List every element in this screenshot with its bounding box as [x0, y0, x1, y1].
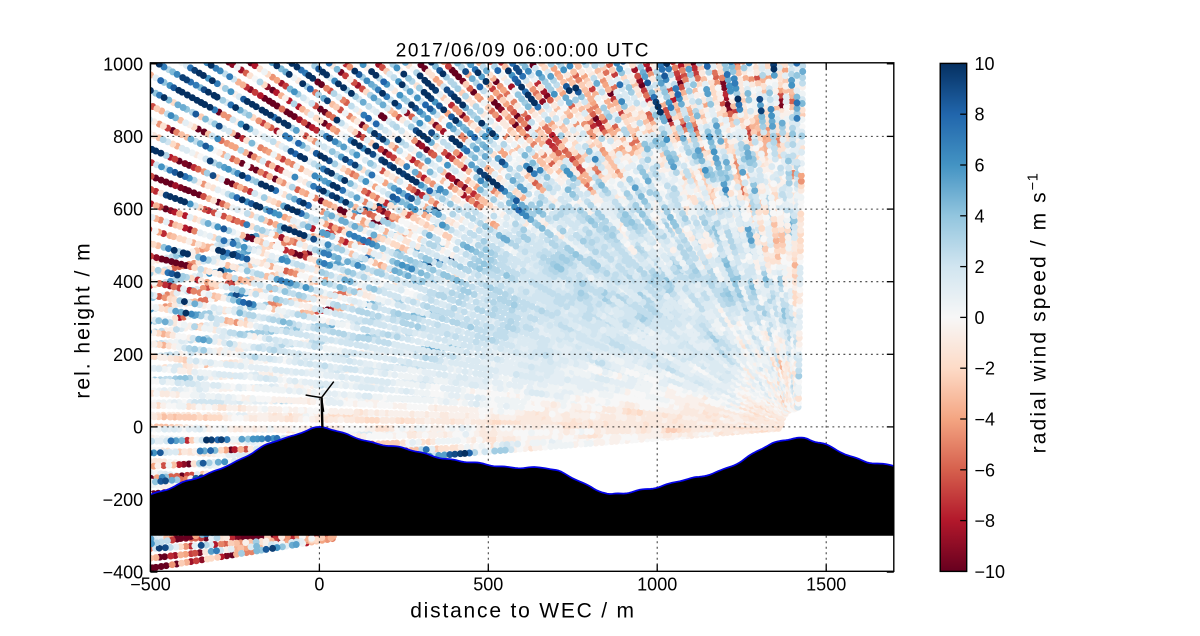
svg-text:radial wind speed / m s−1: radial wind speed / m s−1: [1026, 173, 1051, 454]
svg-text:8: 8: [975, 105, 985, 125]
svg-text:500: 500: [473, 575, 503, 595]
svg-text:2017/06/09 06:00:00 UTC: 2017/06/09 06:00:00 UTC: [396, 41, 650, 62]
svg-text:4: 4: [975, 206, 985, 226]
svg-text:−8: −8: [975, 511, 996, 531]
svg-text:−2: −2: [975, 359, 996, 379]
svg-text:10: 10: [975, 54, 995, 74]
svg-text:−500: −500: [130, 575, 171, 595]
svg-text:600: 600: [113, 200, 143, 220]
svg-text:1000: 1000: [637, 575, 677, 595]
svg-text:6: 6: [975, 155, 985, 175]
svg-text:0: 0: [133, 417, 143, 437]
svg-text:−10: −10: [975, 562, 1006, 582]
svg-text:400: 400: [113, 272, 143, 292]
svg-text:distance to WEC / m: distance to WEC / m: [410, 599, 636, 622]
svg-text:200: 200: [113, 345, 143, 365]
svg-text:2: 2: [975, 257, 985, 277]
svg-text:−200: −200: [103, 490, 144, 510]
svg-text:−400: −400: [103, 563, 144, 583]
svg-text:−6: −6: [975, 460, 996, 480]
svg-text:1500: 1500: [806, 575, 846, 595]
svg-text:rel. height / m: rel. height / m: [72, 241, 95, 398]
svg-text:−4: −4: [975, 409, 996, 429]
svg-text:800: 800: [113, 127, 143, 147]
svg-text:1000: 1000: [103, 54, 143, 74]
svg-text:0: 0: [975, 308, 985, 328]
svg-text:0: 0: [314, 575, 324, 595]
